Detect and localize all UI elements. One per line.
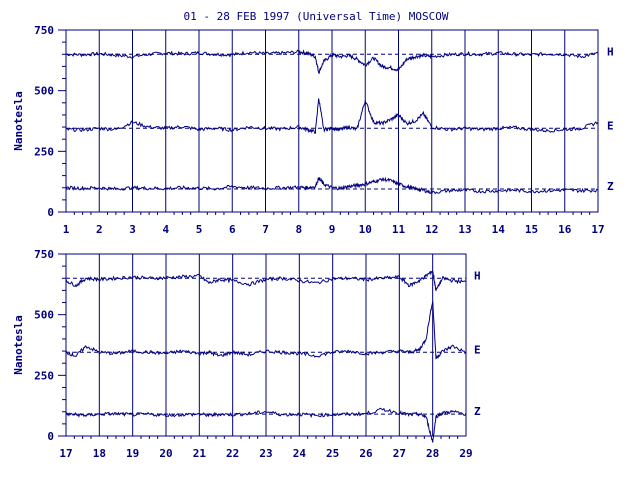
x-tick-label: 17 [591, 223, 604, 236]
x-tick-label: 2 [96, 223, 103, 236]
series-label-h: H [607, 45, 614, 58]
series-line-h [65, 270, 467, 292]
x-tick-label: 11 [392, 223, 406, 236]
y-tick-label: 0 [47, 430, 54, 443]
x-tick-label: 16 [558, 223, 572, 236]
x-tick-label: 20 [159, 447, 172, 460]
series-label-z: Z [607, 180, 614, 193]
x-tick-label: 12 [425, 223, 438, 236]
series-line-e [65, 301, 467, 360]
x-tick-label: 6 [229, 223, 236, 236]
y-tick-label: 0 [47, 206, 54, 219]
y-tick-label: 250 [34, 369, 54, 382]
x-tick-label: 9 [329, 223, 336, 236]
x-tick-label: 17 [59, 447, 72, 460]
x-tick-label: 5 [196, 223, 203, 236]
y-tick-label: 500 [34, 85, 54, 98]
x-tick-label: 7 [262, 223, 269, 236]
series-label-h: H [474, 269, 481, 282]
y-tick-label: 750 [34, 248, 54, 261]
series-label-e: E [474, 343, 481, 356]
series-line-e [65, 98, 599, 134]
x-tick-label: 13 [458, 223, 471, 236]
x-tick-label: 14 [492, 223, 506, 236]
x-tick-label: 18 [93, 447, 106, 460]
x-tick-label: 29 [459, 447, 472, 460]
y-axis-label: Nanotesla [12, 315, 25, 375]
x-tick-label: 28 [426, 447, 439, 460]
x-tick-label: 15 [525, 223, 538, 236]
x-tick-label: 24 [293, 447, 307, 460]
x-tick-label: 3 [129, 223, 136, 236]
x-tick-label: 4 [162, 223, 169, 236]
x-tick-label: 19 [126, 447, 139, 460]
x-tick-label: 25 [326, 447, 339, 460]
y-axis-label: Nanotesla [12, 91, 25, 151]
x-tick-label: 26 [359, 447, 373, 460]
x-tick-label: 27 [393, 447, 406, 460]
chart-title: 01 - 28 FEB 1997 (Universal Time) MOSCOW [184, 10, 449, 23]
x-tick-label: 10 [359, 223, 372, 236]
series-line-z [65, 176, 599, 195]
x-tick-label: 1 [63, 223, 70, 236]
series-label-z: Z [474, 405, 481, 418]
x-tick-label: 21 [193, 447, 207, 460]
series-line-z [65, 407, 467, 443]
series-label-e: E [607, 119, 614, 132]
y-tick-label: 750 [34, 24, 54, 37]
x-tick-label: 22 [226, 447, 239, 460]
x-tick-label: 8 [295, 223, 302, 236]
series-line-h [65, 49, 599, 75]
y-tick-label: 500 [34, 309, 54, 322]
x-tick-label: 23 [259, 447, 272, 460]
y-tick-label: 250 [34, 145, 54, 158]
